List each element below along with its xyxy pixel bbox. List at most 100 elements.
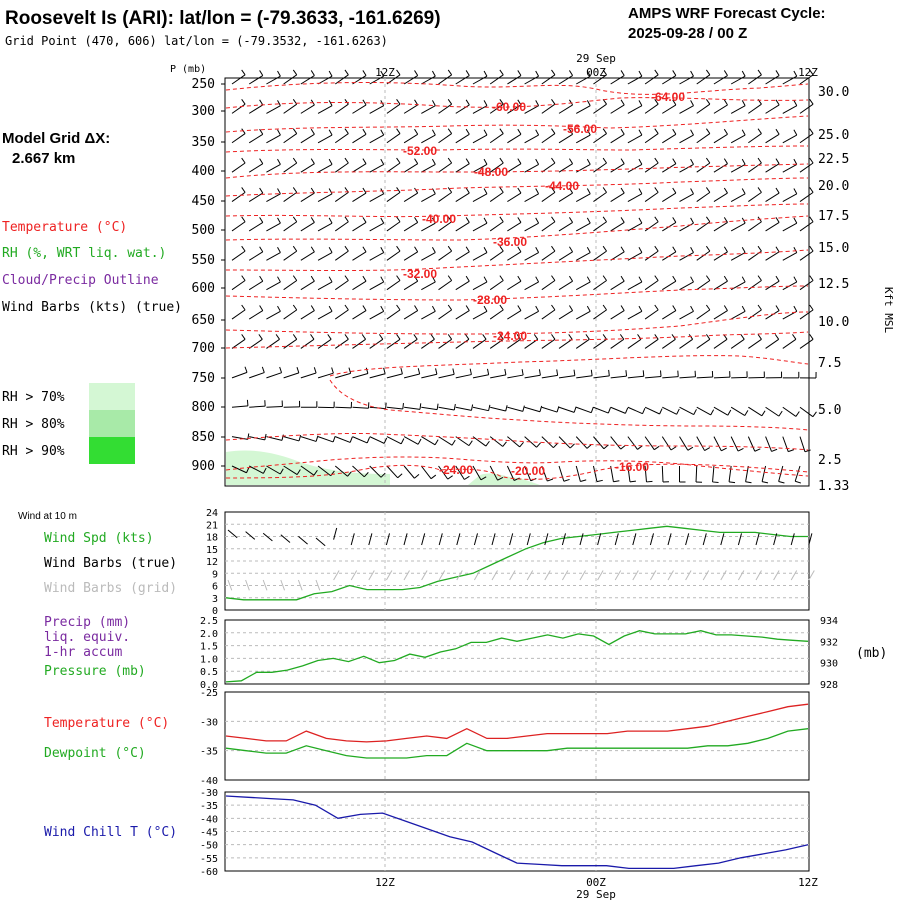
wind-barb-shaft (352, 251, 367, 261)
wind-barb-feather (344, 245, 349, 252)
wind-barb-feather (568, 158, 574, 164)
wind-barb-feather (310, 334, 315, 340)
wind-barb-feather (672, 217, 677, 223)
wind-barb-shaft (334, 133, 349, 144)
wind-barb-feather (638, 217, 643, 224)
temperature-contour-line (329, 379, 809, 431)
wind-barb-feather (795, 411, 800, 417)
wind-barb-shaft (541, 162, 556, 173)
wind-barb-shaft (593, 74, 607, 85)
wind-barb-feather (380, 472, 386, 478)
wind-barb-feather (754, 448, 761, 452)
wind-barb-feather (809, 99, 814, 105)
wind-barb-shaft (799, 309, 814, 320)
wind-barb-feather (246, 467, 250, 473)
wind-barb-shaft (249, 372, 265, 379)
wind-barb-shaft (507, 192, 522, 202)
wind-barb-feather (568, 275, 574, 282)
wind-barb-feather (328, 305, 333, 312)
wind-barb-feather (517, 158, 522, 164)
wind-barb-shaft (438, 250, 452, 261)
legend-pressure: Pressure (mb) (44, 664, 146, 679)
wind-barb-feather (556, 369, 559, 376)
wind-barb-shaft (352, 133, 367, 144)
wind-barb-feather (277, 305, 281, 312)
grid-wind-barb (456, 570, 463, 581)
wind-barb-shaft (438, 103, 452, 114)
temperature-contour-label: -60.00 (492, 100, 526, 114)
wind-barb-shaft (266, 372, 282, 379)
wind-barb-shaft (713, 376, 730, 379)
legend-wind-spd: Wind Spd (kts) (44, 531, 154, 546)
wind-barb-shaft (610, 222, 625, 232)
wind-barb-shaft (541, 133, 556, 144)
wind-barb-shaft (576, 406, 592, 414)
wind-barb-shaft (748, 406, 763, 417)
wind-barb-feather (380, 129, 385, 136)
wind-barb-feather (620, 158, 625, 164)
wind-barb-shaft (231, 191, 246, 202)
wind-barb-feather (419, 403, 422, 410)
wind-barb-feather (551, 304, 556, 311)
panel-y-tick: 2.0 (200, 629, 218, 640)
wind-barb-shaft (679, 75, 694, 85)
wind-barb-feather (538, 369, 541, 376)
surface-wind-barb (737, 533, 742, 546)
wind-barb-shaft (404, 373, 420, 379)
surface-wind-barb (333, 527, 338, 540)
wind-barb-feather (513, 477, 520, 481)
wind-barb-feather (277, 158, 281, 165)
wind-barb-shaft (558, 406, 575, 413)
wind-barb-feather (362, 128, 367, 135)
surface-wind-barb (298, 536, 308, 545)
wind-barb-shaft (386, 280, 401, 291)
wind-barb-shaft (730, 75, 746, 85)
panel-y-tick: -45 (200, 828, 218, 839)
p-tick-label: 350 (192, 135, 215, 150)
legend-wind-barbs-grid: Wind Barbs (grid) (44, 581, 177, 596)
wind-barb-shaft (644, 309, 659, 320)
wind-barb-feather (620, 444, 626, 450)
kft-tick-label: 7.5 (818, 356, 841, 371)
wind-barb-shaft (593, 191, 607, 202)
wind-barb-feather (366, 437, 371, 444)
pressure-line (225, 630, 809, 683)
wind-barb-feather (259, 217, 264, 223)
wind-barb-feather (465, 275, 470, 282)
wind-barb-feather (414, 70, 419, 76)
wind-barb-shaft (713, 163, 728, 173)
wind-barb-feather (244, 366, 248, 373)
surface-wind-barb (526, 533, 531, 546)
wind-barb-shaft (610, 375, 627, 379)
wind-barb-shaft (627, 338, 642, 349)
wind-barb-shaft (352, 222, 367, 232)
wind-barb-shaft (645, 375, 662, 379)
wind-barb-shaft (489, 436, 504, 447)
wind-barb-shaft (575, 436, 588, 449)
wind-barb-shaft (231, 371, 248, 379)
wind-barb-feather (465, 334, 470, 340)
precip-pressure-panel: 2.5 2.0 1.51.0 0.5 0.0 934 932 930 928 (200, 616, 838, 691)
kft-tick-label: 30.0 (818, 85, 849, 100)
wind-barb-shaft (455, 251, 470, 261)
wind-barb-shaft (730, 193, 746, 202)
wind-barb-shaft (576, 281, 591, 291)
p-tick-label: 400 (192, 164, 215, 179)
wind-barb-feather (602, 69, 607, 76)
wind-barb-shaft (386, 191, 401, 202)
wind-barb-shaft (472, 310, 488, 320)
wind-barb-shaft (266, 465, 281, 475)
wind-barb-feather (281, 434, 284, 441)
kft-tick-label: 22.5 (818, 152, 849, 167)
grid-wind-barb (509, 570, 516, 581)
wind-barb-shaft (421, 436, 436, 446)
wind-barb-feather (277, 129, 281, 136)
wind-barb-feather (361, 334, 367, 340)
p-tick-label: 500 (192, 223, 215, 238)
wind-barb-shaft (248, 133, 264, 144)
wind-barb-feather (809, 245, 814, 252)
temperature-contour-label: -56.00 (563, 122, 597, 136)
wind-barb-feather (620, 99, 625, 106)
wind-barb-feather (670, 446, 677, 451)
wind-barb-feather (483, 129, 488, 136)
